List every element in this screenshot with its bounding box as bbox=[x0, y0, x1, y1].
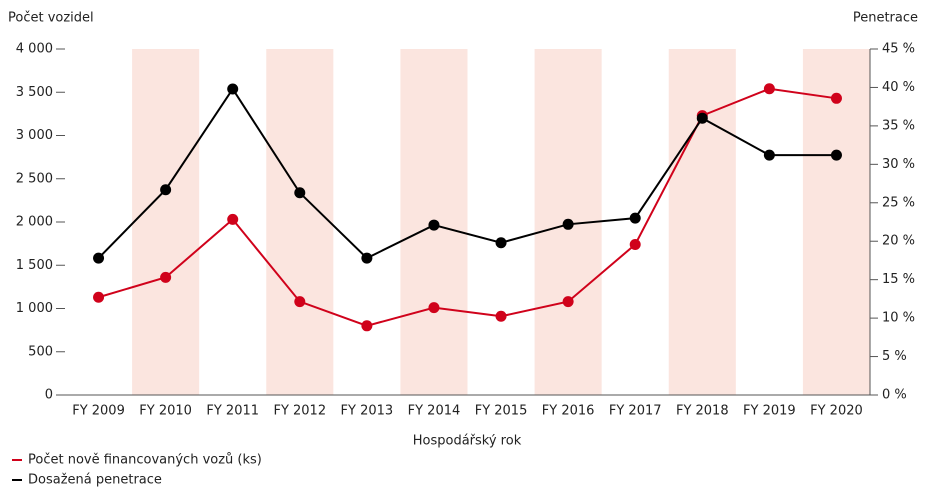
marker bbox=[160, 184, 172, 196]
y2-tick-label: 40 % bbox=[882, 80, 915, 95]
marker bbox=[495, 310, 507, 322]
band bbox=[132, 49, 200, 395]
x-tick-label: FY 2013 bbox=[341, 404, 394, 419]
marker bbox=[562, 296, 574, 308]
y2-tick-label: 45 % bbox=[882, 42, 915, 57]
x-tick-label: FY 2009 bbox=[72, 404, 125, 419]
y2-tick-label: 10 % bbox=[882, 311, 915, 326]
y-tick-label: 1 000 bbox=[16, 301, 53, 316]
band bbox=[802, 49, 870, 395]
x-axis-title: Hospodářský rok bbox=[413, 434, 522, 449]
x-tick-label: FY 2017 bbox=[609, 404, 662, 419]
marker bbox=[361, 320, 373, 332]
y-tick-label: 2 500 bbox=[16, 171, 53, 186]
x-tick-label: FY 2019 bbox=[743, 404, 796, 419]
marker bbox=[93, 252, 105, 264]
y2-axis-title: Penetrace bbox=[853, 11, 918, 26]
y2-tick-label: 25 % bbox=[882, 195, 915, 210]
band bbox=[668, 49, 736, 395]
legend-label: Dosažená penetrace bbox=[28, 473, 162, 488]
y2-tick-label: 35 % bbox=[882, 118, 915, 133]
y2-tick-label: 0 % bbox=[882, 388, 907, 403]
marker bbox=[830, 149, 842, 161]
marker bbox=[428, 219, 440, 231]
marker bbox=[428, 302, 440, 314]
y-tick-label: 500 bbox=[28, 344, 53, 359]
marker bbox=[562, 218, 574, 230]
band bbox=[266, 49, 334, 395]
x-tick-label: FY 2015 bbox=[475, 404, 528, 419]
marker bbox=[629, 238, 641, 250]
marker bbox=[629, 212, 641, 224]
y-tick-label: 0 bbox=[45, 388, 53, 403]
x-tick-label: FY 2016 bbox=[542, 404, 595, 419]
y2-tick-label: 5 % bbox=[882, 349, 907, 364]
y-tick-label: 2 000 bbox=[16, 215, 53, 230]
marker bbox=[763, 83, 775, 95]
marker bbox=[361, 252, 373, 264]
x-tick-label: FY 2011 bbox=[206, 404, 259, 419]
marker bbox=[227, 83, 239, 95]
y-axis-title: Počet vozidel bbox=[8, 11, 94, 26]
marker bbox=[294, 296, 306, 308]
marker bbox=[830, 92, 842, 104]
y-tick-label: 3 500 bbox=[16, 85, 53, 100]
x-tick-label: FY 2018 bbox=[676, 404, 729, 419]
y2-tick-label: 30 % bbox=[882, 157, 915, 172]
marker bbox=[696, 112, 708, 124]
marker bbox=[93, 291, 105, 303]
marker bbox=[495, 237, 507, 249]
legend-label: Počet nově financovaných vozů (ks) bbox=[28, 453, 262, 468]
y-tick-label: 3 000 bbox=[16, 128, 53, 143]
y2-tick-label: 20 % bbox=[882, 234, 915, 249]
series-line bbox=[97, 87, 837, 260]
x-tick-label: FY 2012 bbox=[273, 404, 326, 419]
x-tick-label: FY 2020 bbox=[810, 404, 863, 419]
x-tick-label: FY 2010 bbox=[139, 404, 192, 419]
marker bbox=[160, 271, 172, 283]
marker bbox=[763, 149, 775, 161]
series-line bbox=[98, 87, 837, 327]
y2-tick-label: 15 % bbox=[882, 272, 915, 287]
marker bbox=[227, 213, 239, 225]
marker bbox=[294, 187, 306, 199]
x-tick-label: FY 2014 bbox=[408, 404, 461, 419]
y-tick-label: 1 500 bbox=[16, 258, 53, 273]
y-tick-label: 4 000 bbox=[16, 42, 53, 57]
